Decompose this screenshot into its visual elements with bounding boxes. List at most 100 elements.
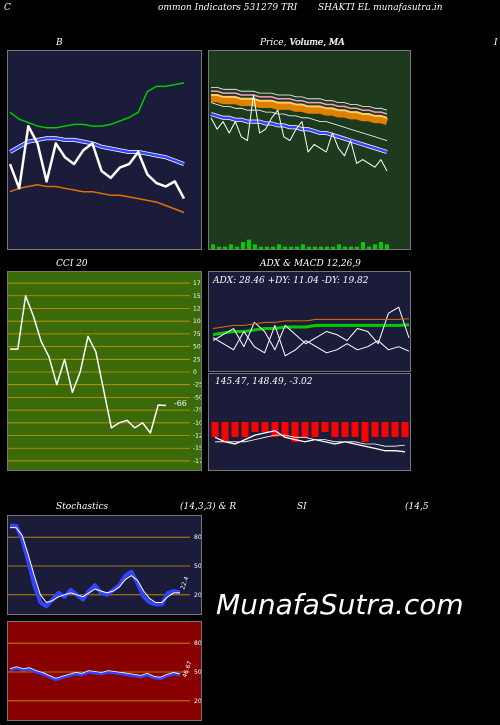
macd-histogram-bar (321, 422, 329, 432)
adx-panel-title: ADX & MACD 12,26,9 (260, 259, 361, 269)
b-series-3 (8, 124, 186, 200)
cci-tick-label: 0 (193, 369, 197, 376)
cci-tick-label: -150 (193, 445, 202, 452)
cci-tick-label: -100 (193, 420, 202, 427)
volume-bar (373, 244, 377, 249)
cci-panel: 175 150 125 100 75 50 25 0 -25 -50 -75 -100 -125 -150… (7, 271, 202, 471)
rsi-chart: 80 50 20 46.67 (8, 640, 202, 705)
volume-bar (301, 244, 305, 249)
macd-histogram-bar (351, 422, 359, 437)
b-series-1 (9, 136, 185, 166)
macd-values-text: 145.47, 148.49, -3.02 (215, 377, 313, 387)
volume-bar (271, 246, 275, 249)
rsi-thin-line (9, 666, 181, 679)
macd-panel: 145.47, 148.49, -3.02 (208, 373, 411, 471)
volume-bar (355, 246, 359, 249)
header-title-left: ommon Indicators 531279 TRI (158, 3, 298, 13)
adx-series-2 (212, 306, 410, 351)
macd-line (214, 430, 406, 453)
volume-bar (289, 246, 293, 249)
price-panel-title: Price, Volume, MA (260, 38, 345, 48)
adx-panel: ADX: 28.46 +DY: 11.04 -DY: 19.82 (208, 271, 411, 372)
macd-histogram-bar (371, 422, 379, 437)
rsi-panel: 80 50 20 46.67 (7, 621, 202, 721)
macd-signal-line (215, 434, 406, 447)
b-panel-title: B (56, 38, 63, 48)
cci-value-label: -66 (174, 399, 187, 408)
cci-panel-title: CCI 20 (56, 259, 88, 269)
volume-bar (259, 246, 263, 249)
macd-histogram-bar (401, 422, 409, 438)
rsi-tick-label: 80 (194, 640, 202, 647)
cci-tick-label: 75 (193, 331, 201, 338)
volume-bar (223, 246, 227, 249)
stoch-value-label: 22.4 (179, 576, 190, 591)
volume-bar (229, 244, 233, 249)
macd-chart (211, 422, 409, 453)
macd-histogram-bar (331, 422, 339, 437)
macd-histogram-bar (311, 422, 319, 437)
volume-bar (277, 244, 281, 249)
macd-histogram-bar (221, 422, 229, 442)
adx-values-text: ADX: 28.46 +DY: 11.04 -DY: 19.82 (213, 276, 369, 286)
macd-histogram-bar (261, 422, 269, 432)
volume-bar (217, 246, 221, 249)
cci-tick-label: 50 (193, 344, 201, 351)
cci-tick-label: -175 (193, 458, 202, 465)
edge-letter: I (494, 38, 498, 48)
cci-tick-label: 125 (193, 305, 202, 312)
price-ma-thin-2 (211, 87, 388, 111)
macd-histogram-bar (281, 422, 289, 437)
macd-histogram-bar (241, 422, 249, 437)
header-left-letter: C (4, 3, 11, 13)
price-line (210, 94, 388, 172)
munafasutra-watermark: MunafaSutra.com (216, 588, 464, 621)
stoch-panel-title: Stochastics (56, 502, 109, 512)
volume-bar (361, 242, 365, 249)
macd-histogram-bar (271, 422, 279, 437)
cci-tick-label: 175 (193, 280, 202, 287)
volume-bar (283, 246, 287, 249)
volume-bar (253, 244, 257, 249)
volume-bar (241, 242, 245, 249)
volume-bar (319, 246, 323, 249)
volume-bar (349, 246, 353, 249)
price-ma-pink (211, 90, 388, 115)
volume-bar (211, 244, 215, 249)
volume-bar (325, 246, 329, 249)
macd-histogram-bar (381, 422, 389, 437)
price-ma-thin-1 (210, 102, 388, 141)
volume-bar (295, 246, 299, 249)
stoch-k-line (10, 523, 181, 609)
cci-tick-label: -50 (193, 394, 202, 401)
stoch-tick-label: 20 (194, 592, 202, 599)
b-series-2 (9, 184, 185, 214)
cci-chart: 175 150 125 100 75 50 25 0 -25 -50 -75 -100 -125 -150… (8, 280, 202, 465)
price-ma-short (210, 112, 388, 154)
stoch-chart: 80 50 20 22.4 (8, 523, 202, 609)
volume-bar (307, 246, 311, 249)
cci-tick-label: -25 (193, 382, 202, 389)
volume-bar (235, 246, 239, 249)
macd-histogram-bar (211, 422, 219, 437)
cci-tick-label: -125 (193, 433, 202, 440)
macd-histogram-bar (361, 422, 369, 442)
macd-histogram-bar (231, 422, 239, 437)
rsi-tick-label: 50 (194, 669, 202, 676)
stoch-tick-label: 80 (194, 534, 202, 541)
adx-series-0 (212, 323, 410, 337)
cci-tick-label: 100 (193, 318, 202, 325)
rsi-tick-label: 20 (194, 698, 202, 705)
stoch-panel: 80 50 20 22.4 (7, 515, 202, 615)
b-series-0 (9, 82, 185, 129)
volume-bar (265, 246, 269, 249)
price-ma-band-orange (211, 95, 389, 125)
volume-bar (343, 246, 347, 249)
stoch-d-line (10, 527, 180, 603)
rsi-params: (14,5 (405, 502, 429, 512)
macd-histogram-bar (301, 422, 309, 437)
stoch-params: (14,3,3) & R (180, 502, 237, 512)
price-panel-title-overlap: Volume, MA (290, 38, 346, 48)
price-ma-band-light (211, 94, 388, 119)
cci-tick-label: -75 (193, 407, 202, 414)
